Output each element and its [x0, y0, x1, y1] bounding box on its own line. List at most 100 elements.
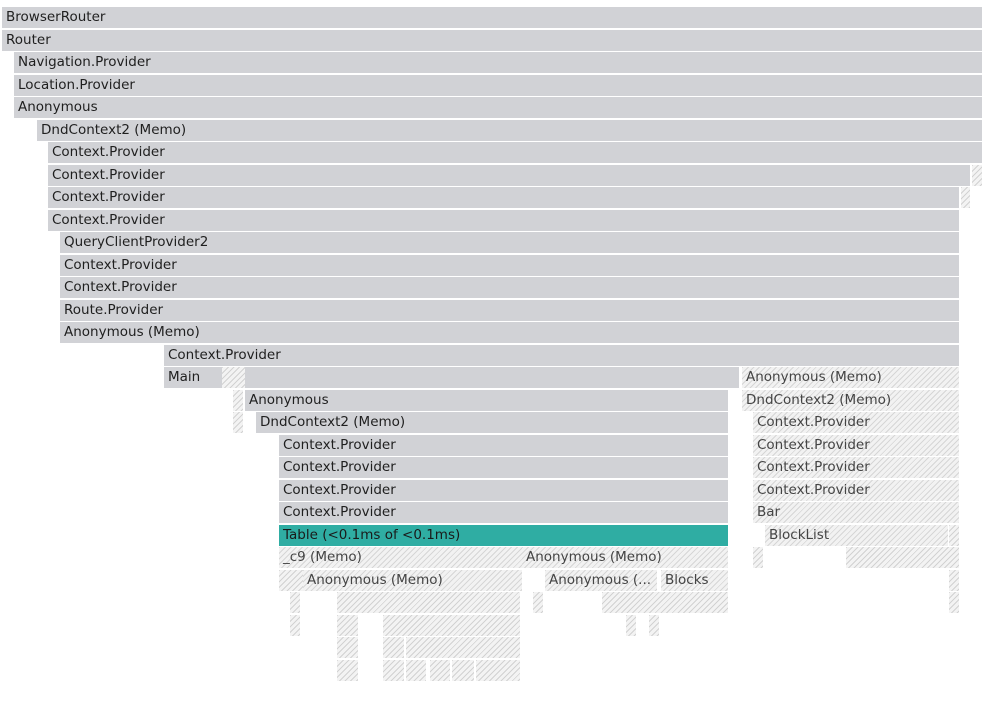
flame-bar-label: Anonymous (Memo)	[746, 369, 882, 385]
flame-bar-anonymous[interactable]: Anonymous	[245, 390, 728, 411]
flame-bar-unlabeled[interactable]	[337, 615, 358, 636]
flame-bar-unlabeled[interactable]	[949, 525, 959, 546]
flame-bar-label: Router	[6, 32, 51, 48]
flame-bar-label: Route.Provider	[64, 302, 164, 318]
flame-bar-blocks[interactable]: Blocks	[661, 570, 728, 591]
flame-bar-browserrouter[interactable]: BrowserRouter	[2, 7, 982, 28]
flame-bar-unlabeled[interactable]	[949, 592, 959, 613]
flame-bar-navigation-provider[interactable]: Navigation.Provider	[14, 52, 982, 73]
flame-bar-label: Context.Provider	[757, 482, 870, 498]
flame-bar-unlabeled[interactable]	[406, 660, 426, 681]
flame-bar-router[interactable]: Router	[2, 30, 982, 51]
flame-bar-anonymous[interactable]: Anonymous	[14, 97, 982, 118]
flame-bar-unlabeled[interactable]	[337, 637, 358, 658]
flame-bar-context-provider[interactable]: Context.Provider	[753, 435, 959, 456]
flame-bar-label: Context.Provider	[52, 167, 165, 183]
flame-bar-dndcontext2-memo[interactable]: DndContext2 (Memo)	[37, 120, 982, 141]
flame-bar-unlabeled[interactable]	[222, 367, 245, 388]
flame-bar-context-provider[interactable]: Context.Provider	[48, 142, 982, 163]
flame-bar-label: Anonymous (Memo)	[307, 572, 443, 588]
flame-bar-unlabeled[interactable]	[290, 615, 300, 636]
flame-bar-unlabeled[interactable]	[846, 547, 959, 568]
flame-bar-label: Context.Provider	[283, 437, 396, 453]
flame-bar-label: Location.Provider	[18, 77, 135, 93]
flame-bar-dndcontext2-memo[interactable]: DndContext2 (Memo)	[256, 412, 728, 433]
flame-bar-anonymous-memo[interactable]: Anonymous (Memo)	[522, 547, 728, 568]
flame-bar-unlabeled[interactable]	[279, 570, 303, 591]
flame-bar-main[interactable]: Main	[164, 367, 739, 388]
flame-bar-label: _c9 (Memo)	[283, 549, 362, 565]
flame-bar-bar[interactable]: Bar	[753, 502, 959, 523]
flame-bar-unlabeled[interactable]	[337, 592, 520, 613]
flame-bar-unlabeled[interactable]	[753, 547, 763, 568]
flame-bar-context-provider[interactable]: Context.Provider	[753, 412, 959, 433]
flame-bar-label: Anonymous	[249, 392, 329, 408]
flame-bar-unlabeled[interactable]	[406, 637, 520, 658]
flame-bar-unlabeled[interactable]	[383, 615, 520, 636]
flame-bar-unlabeled[interactable]	[233, 412, 243, 433]
flame-bar-unlabeled[interactable]	[337, 660, 358, 681]
flame-bar-unlabeled[interactable]	[602, 592, 728, 613]
flame-bar-label: Main	[168, 369, 201, 385]
flame-bar-context-provider[interactable]: Context.Provider	[164, 345, 959, 366]
flame-bar-table-0-1ms-of-0-1ms[interactable]: Table (<0.1ms of <0.1ms)	[279, 525, 728, 546]
flame-bar-context-provider[interactable]: Context.Provider	[279, 480, 728, 501]
flame-bar-context-provider[interactable]: Context.Provider	[48, 210, 959, 231]
flame-bar-label: Context.Provider	[757, 437, 870, 453]
flame-bar-context-provider[interactable]: Context.Provider	[48, 187, 959, 208]
flame-bar-label: Context.Provider	[52, 189, 165, 205]
flame-bar-blocklist[interactable]: BlockList	[765, 525, 948, 546]
flame-bar-context-provider[interactable]: Context.Provider	[279, 435, 728, 456]
flame-bar-label: Bar	[757, 504, 781, 520]
flame-bar-unlabeled[interactable]	[233, 390, 243, 411]
flame-bar-unlabeled[interactable]	[383, 660, 404, 681]
flame-bar-context-provider[interactable]: Context.Provider	[753, 457, 959, 478]
flame-bar-label: Context.Provider	[283, 504, 396, 520]
flame-bar-label: BrowserRouter	[6, 9, 106, 25]
flame-bar-route-provider[interactable]: Route.Provider	[60, 300, 959, 321]
flame-bar-label: Context.Provider	[283, 482, 396, 498]
flame-bar-label: DndContext2 (Memo)	[41, 122, 187, 138]
flame-bar-unlabeled[interactable]	[452, 660, 474, 681]
flame-bar-label: Blocks	[665, 572, 709, 588]
flame-bar-context-provider[interactable]: Context.Provider	[60, 255, 959, 276]
flame-bar-queryclientprovider2[interactable]: QueryClientProvider2	[60, 232, 959, 253]
flame-bar-label: Anonymous (...	[549, 572, 652, 588]
flame-bar-label: Anonymous	[18, 99, 98, 115]
flame-bar-label: QueryClientProvider2	[64, 234, 209, 250]
flame-bar-label: Context.Provider	[283, 459, 396, 475]
flame-bar-unlabeled[interactable]	[383, 637, 404, 658]
flame-bar-context-provider[interactable]: Context.Provider	[60, 277, 959, 298]
flame-bar-unlabeled[interactable]	[533, 592, 543, 613]
flame-bar-unlabeled[interactable]	[430, 660, 450, 681]
flame-bar-label: Context.Provider	[52, 212, 165, 228]
flame-bar-unlabeled[interactable]	[476, 660, 520, 681]
flame-bar-label: Context.Provider	[168, 347, 281, 363]
flame-bar-anonymous-memo[interactable]: Anonymous (Memo)	[303, 570, 522, 591]
flame-bar-label: Context.Provider	[52, 144, 165, 160]
flame-bar-label: Navigation.Provider	[18, 54, 151, 70]
flame-bar-unlabeled[interactable]	[649, 615, 659, 636]
flame-bar-label: Anonymous (Memo)	[526, 549, 662, 565]
flame-bar-unlabeled[interactable]	[961, 187, 970, 208]
flame-bar-unlabeled[interactable]	[949, 570, 959, 591]
flame-bar-label: Context.Provider	[64, 279, 177, 295]
flame-bar-anonymous-memo[interactable]: Anonymous (Memo)	[742, 367, 959, 388]
flame-bar-label: Context.Provider	[64, 257, 177, 273]
flame-bar-c9-memo[interactable]: _c9 (Memo)	[279, 547, 522, 568]
flame-bar-label: BlockList	[769, 527, 830, 543]
flame-bar-label: Anonymous (Memo)	[64, 324, 200, 340]
flame-bar-unlabeled[interactable]	[290, 592, 300, 613]
flame-bar-anonymous[interactable]: Anonymous (...	[545, 570, 657, 591]
flame-bar-label: Context.Provider	[757, 414, 870, 430]
flame-bar-dndcontext2-memo[interactable]: DndContext2 (Memo)	[742, 390, 959, 411]
flame-bar-context-provider[interactable]: Context.Provider	[48, 165, 970, 186]
flame-bar-unlabeled[interactable]	[626, 615, 636, 636]
flame-bar-location-provider[interactable]: Location.Provider	[14, 75, 982, 96]
flame-bar-context-provider[interactable]: Context.Provider	[753, 480, 959, 501]
flame-bar-anonymous-memo[interactable]: Anonymous (Memo)	[60, 322, 959, 343]
flame-bar-unlabeled[interactable]	[972, 165, 982, 186]
flame-bar-context-provider[interactable]: Context.Provider	[279, 457, 728, 478]
flame-bar-label: DndContext2 (Memo)	[260, 414, 406, 430]
flame-bar-context-provider[interactable]: Context.Provider	[279, 502, 728, 523]
